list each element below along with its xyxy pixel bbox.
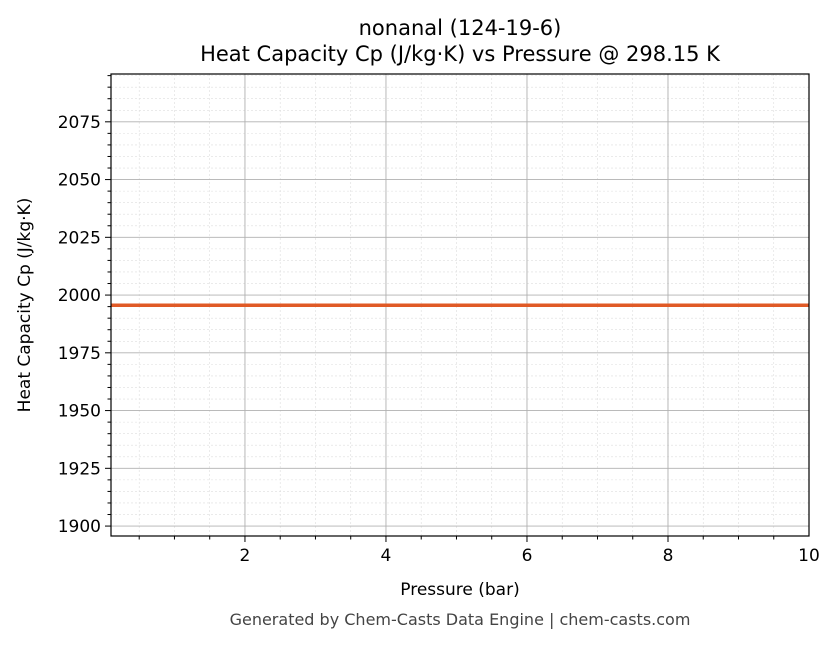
y-axis-label: Heat Capacity Cp (J/kg·K) [15, 198, 35, 413]
x-tick-label: 4 [381, 546, 392, 566]
y-tick-label: 1925 [58, 459, 101, 479]
x-axis-label: Pressure (bar) [400, 580, 519, 600]
y-tick-label: 1975 [58, 344, 101, 364]
chart-title: nonanal (124-19-6) [359, 16, 562, 40]
x-tick-label: 10 [798, 546, 820, 566]
x-tick-label: 2 [240, 546, 251, 566]
y-tick-label: 2075 [58, 113, 101, 133]
y-tick-label: 2000 [58, 286, 101, 306]
plot-frame [110, 73, 810, 537]
y-tick-label: 1950 [58, 402, 101, 422]
x-tick-label: 8 [663, 546, 674, 566]
x-tick-label: 6 [522, 546, 533, 566]
chart-subtitle: Heat Capacity Cp (J/kg·K) vs Pressure @ … [200, 42, 721, 66]
y-tick-label: 2050 [58, 171, 101, 191]
y-tick-label: 2025 [58, 228, 101, 248]
ticks: 2 4 6 8 10 1900 1925 1950 1975 2000 2025 2050 2075 [58, 75, 820, 566]
footer-credit: Generated by Chem-Casts Data Engine | ch… [230, 610, 691, 629]
y-tick-label: 1900 [58, 517, 101, 537]
